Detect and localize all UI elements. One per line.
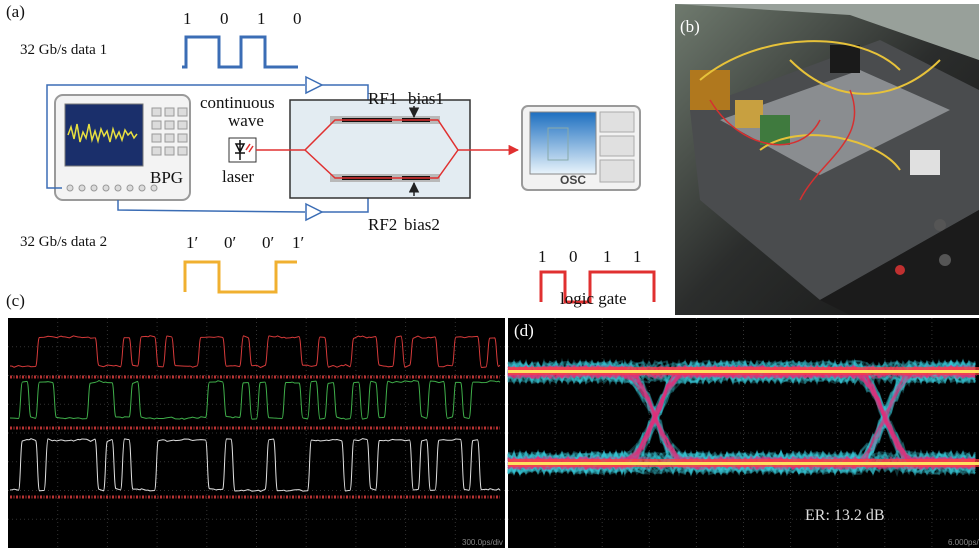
source-label: continuous <box>200 93 275 112</box>
input-label: 32 Gb/s data 1 <box>20 42 107 58</box>
knob <box>934 219 946 231</box>
component <box>910 150 940 175</box>
amplifier <box>306 204 322 220</box>
eye-rail <box>508 370 979 373</box>
waveform <box>185 262 297 292</box>
panel-a: (a) 32 Gb/s data 1 1 0 1 0 BPG continuou… <box>6 2 654 308</box>
port-label: RF1 <box>368 89 397 108</box>
component <box>690 70 730 110</box>
bit: 0 <box>569 247 578 266</box>
timebase: 300.0ps/div <box>462 538 503 547</box>
component <box>830 45 860 73</box>
amplifier <box>306 77 322 93</box>
output-label: logic gate <box>560 289 627 308</box>
component <box>760 115 790 145</box>
component <box>735 100 763 128</box>
source-label: wave <box>228 111 264 130</box>
bit: 1 <box>257 9 266 28</box>
bit: 1 <box>183 9 192 28</box>
port-label: bias1 <box>408 89 444 108</box>
osc-label: OSC <box>560 173 586 187</box>
knob <box>895 265 905 275</box>
bit: 0′ <box>224 233 236 252</box>
timebase: 6.000ps/ <box>948 538 979 547</box>
eye-rail <box>508 462 979 465</box>
annotation: ER: 13.2 dB <box>805 507 885 524</box>
figure: (a) 32 Gb/s data 1 1 0 1 0 BPG continuou… <box>0 0 979 548</box>
panel-label: (c) <box>6 291 25 310</box>
bit: 0 <box>293 9 302 28</box>
laser-box <box>229 138 256 162</box>
input-label: 32 Gb/s data 2 <box>20 234 107 250</box>
panel-label: (a) <box>6 2 25 21</box>
bit: 1 <box>603 247 612 266</box>
bit: 1′ <box>186 233 198 252</box>
osc-screen <box>530 112 596 174</box>
osc-controls <box>600 112 634 182</box>
panel-label: (d) <box>514 321 534 340</box>
panel-d: (d) ER: 13.2 dB 6.000ps/ <box>508 318 979 548</box>
panel-c: (c) 300.0ps/div <box>6 291 505 548</box>
bit: 1 <box>538 247 547 266</box>
bit: 0′ <box>262 233 274 252</box>
bit: 0 <box>220 9 229 28</box>
panel-label: (b) <box>680 17 700 36</box>
bpg-label: BPG <box>150 168 183 187</box>
waveform <box>182 37 298 67</box>
panel-b: (b) <box>675 4 979 315</box>
bit: 1 <box>633 247 642 266</box>
signal-line <box>118 200 305 212</box>
laser-label: laser <box>222 167 254 186</box>
bit: 1′ <box>292 233 304 252</box>
port-label: bias2 <box>404 215 440 234</box>
modulator <box>290 100 470 198</box>
port-label: RF2 <box>368 215 397 234</box>
knob <box>939 254 951 266</box>
